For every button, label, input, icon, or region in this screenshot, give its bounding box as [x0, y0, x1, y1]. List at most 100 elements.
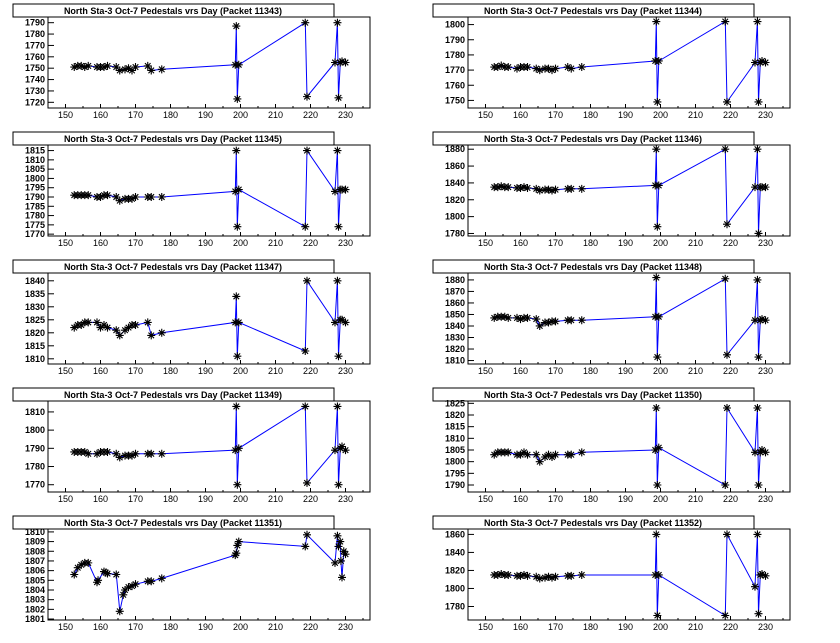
x-tick-label: 180	[583, 494, 598, 504]
y-tick-label: 1803	[25, 595, 45, 605]
plot-frame	[47, 144, 371, 237]
data-point	[234, 60, 243, 69]
data-point	[301, 18, 310, 27]
data-point	[577, 316, 586, 325]
data-point	[753, 145, 762, 154]
data-point	[754, 609, 763, 618]
y-tick-label: 1785	[25, 201, 45, 211]
data-point	[157, 328, 166, 337]
data-point	[341, 58, 350, 67]
y-tick-label: 1804	[25, 585, 45, 595]
data-point	[84, 191, 93, 200]
data-point	[341, 185, 350, 194]
y-tick-label: 1860	[445, 161, 465, 171]
data-point	[232, 292, 241, 301]
data-point	[535, 321, 544, 330]
chart-panel: North Sta-3 Oct-7 Pedestals vrs Day (Pac…	[12, 3, 371, 120]
y-tick-label: 1850	[445, 309, 465, 319]
data-point	[751, 183, 759, 192]
y-tick-label: 1750	[445, 95, 465, 105]
x-tick-label: 230	[338, 366, 353, 376]
data-point	[654, 443, 663, 452]
data-point	[544, 185, 553, 194]
data-point	[70, 323, 79, 332]
y-tick-label: 1800	[445, 212, 465, 222]
data-point	[115, 196, 124, 205]
title-box	[432, 515, 755, 530]
y-tick-label: 1830	[25, 302, 45, 312]
data-point	[143, 318, 152, 327]
chart-title: North Sta-3 Oct-7 Pedestals vrs Day (Pac…	[64, 6, 282, 16]
title-box	[12, 387, 335, 402]
data-point	[128, 451, 136, 460]
data-point	[73, 563, 82, 572]
data-point	[723, 97, 731, 106]
y-tick-label: 1770	[25, 229, 45, 239]
y-tick-label: 1808	[25, 546, 45, 556]
data-point	[143, 61, 152, 70]
data-point	[513, 313, 521, 322]
data-point	[567, 316, 576, 325]
y-tick-label: 1802	[25, 604, 45, 614]
y-tick-label: 1801	[25, 614, 45, 624]
data-point	[93, 318, 101, 327]
x-tick-label: 160	[513, 622, 528, 632]
data-point	[231, 551, 240, 560]
title-box	[432, 259, 755, 274]
y-tick-label: 1860	[445, 529, 465, 539]
x-tick-label: 160	[513, 110, 528, 120]
data-point	[112, 193, 121, 201]
x-tick-label: 220	[303, 622, 318, 632]
data-point	[131, 63, 140, 72]
data-point	[504, 448, 513, 457]
data-point	[100, 321, 108, 329]
data-point	[567, 571, 576, 580]
data-point	[754, 481, 763, 489]
x-tick-label: 190	[618, 366, 633, 376]
data-point	[751, 58, 759, 67]
series-line	[494, 406, 766, 486]
data-point	[333, 18, 342, 27]
y-tick-label: 1820	[445, 410, 465, 420]
x-tick-label: 230	[338, 110, 353, 120]
x-tick-label: 220	[303, 494, 318, 504]
data-point	[721, 274, 730, 283]
x-tick-label: 200	[653, 238, 668, 248]
y-tick-label: 1810	[445, 433, 465, 443]
data-point	[497, 570, 506, 579]
y-tick-label: 1809	[25, 537, 45, 547]
series-line	[494, 148, 766, 234]
data-point	[490, 313, 499, 322]
data-point	[338, 57, 346, 66]
x-tick-label: 200	[233, 622, 248, 632]
data-point	[301, 542, 310, 551]
x-tick-label: 180	[583, 366, 598, 376]
x-tick-label: 160	[513, 366, 528, 376]
data-point	[723, 220, 731, 229]
data-point	[544, 64, 553, 73]
y-tick-label: 1806	[25, 566, 45, 576]
y-tick-label: 1815	[445, 422, 465, 432]
x-tick-label: 190	[198, 494, 213, 504]
data-point	[334, 352, 343, 361]
data-point	[761, 316, 770, 325]
data-point	[301, 347, 310, 355]
y-tick-label: 1780	[445, 228, 465, 238]
x-tick-label: 190	[618, 494, 633, 504]
data-point	[541, 453, 549, 461]
data-point	[341, 446, 350, 455]
y-tick-label: 1820	[25, 328, 45, 338]
data-point	[758, 56, 766, 65]
data-point	[336, 537, 345, 546]
data-point	[654, 56, 663, 65]
data-point	[761, 58, 770, 67]
y-tick-label: 1780	[25, 462, 45, 472]
data-point	[516, 315, 525, 324]
data-point	[721, 145, 730, 154]
data-point	[654, 181, 663, 190]
data-point	[121, 585, 129, 594]
data-point	[653, 353, 662, 362]
data-point	[721, 481, 730, 489]
x-tick-label: 170	[548, 494, 563, 504]
data-point	[761, 183, 770, 192]
